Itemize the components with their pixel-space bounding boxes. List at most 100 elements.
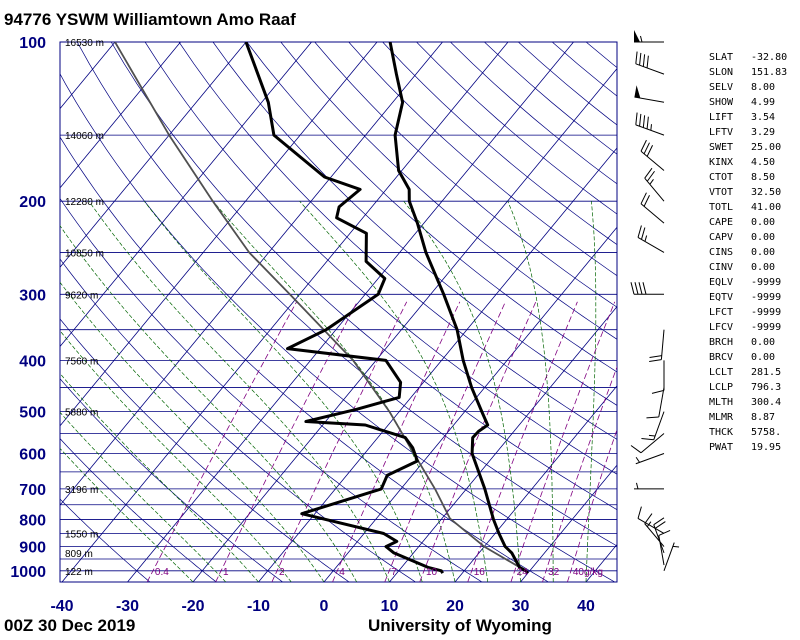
isotherm-line (192, 68, 617, 582)
mixing-ratio-label: 16 (474, 567, 486, 578)
index-row: VTOT 32.50 (709, 185, 787, 200)
wind-barb-staff (663, 542, 675, 571)
wind-barb-feather (643, 142, 650, 155)
moist-adiabat (60, 372, 259, 582)
wind-barb (646, 387, 665, 419)
wind-barb-pennant (634, 30, 640, 42)
temperature-tick-label: -10 (247, 598, 270, 615)
pressure-tick-label: 700 (19, 482, 46, 499)
index-row: EQLV -9999 (709, 275, 787, 290)
index-value: 0.00 (751, 262, 776, 273)
stability-indices-table: SLAT -32.80 SLON 151.83 SELV 8.00 SHOW 4.99 LIFT… (709, 50, 787, 455)
index-name: BRCH (709, 337, 734, 348)
wind-barb-feather (637, 225, 642, 238)
index-row: LCLP 796.3 (709, 380, 787, 395)
wind-barb-staff (660, 329, 665, 360)
wind-barb-half-feather (635, 456, 640, 463)
dry-adiabat (60, 258, 416, 582)
dry-adiabat (60, 438, 217, 582)
mixing-ratio-line (384, 301, 506, 582)
wind-barb-feather (646, 416, 659, 419)
index-name: KINX (709, 157, 734, 168)
wind-barb-staff (653, 411, 665, 440)
index-row: LFCV -9999 (709, 320, 787, 335)
mixing-ratio-label: 10 (426, 567, 438, 578)
pressure-tick-label: 300 (19, 287, 46, 304)
index-value: 0.00 (751, 217, 776, 228)
index-value: 4.50 (751, 157, 776, 168)
index-value: 19.95 (751, 442, 782, 453)
index-name: MLMR (709, 412, 734, 423)
wind-barb-staff (640, 203, 665, 224)
wind-barb-feather (649, 355, 662, 359)
wind-barb-feather (642, 282, 647, 295)
index-row: LFTV 3.29 (709, 125, 787, 140)
pressure-tick-label: 400 (19, 353, 46, 370)
isotherm-line (389, 305, 617, 582)
isotherm-line (60, 42, 443, 506)
wind-barb (635, 453, 665, 465)
wind-barb-staff (640, 433, 665, 454)
wind-barb-feather (646, 116, 649, 130)
wind-barb-feather (637, 506, 642, 519)
dry-adiabat (246, 42, 617, 373)
temperature-tick-label: -40 (50, 598, 73, 615)
index-value: 300.4 (751, 397, 782, 408)
observation-time: 00Z 30 Dec 2019 (4, 616, 136, 635)
index-row: EQTV -9999 (709, 290, 787, 305)
dry-adiabat (60, 318, 350, 582)
index-value: -9999 (751, 292, 782, 303)
height-label: 14060 m (65, 131, 104, 142)
mixing-ratio-label: 24 (517, 567, 529, 578)
index-row: SLAT -32.80 (709, 50, 787, 65)
mixing-ratio-label: 40g/kg (573, 567, 603, 578)
index-row: SELV 8.00 (709, 80, 787, 95)
wind-barb (634, 30, 664, 43)
height-label: 809 m (65, 549, 93, 560)
pressure-tick-label: 1000 (10, 564, 46, 581)
wind-barb (663, 542, 680, 571)
wind-barb-staff (637, 236, 665, 253)
index-value: 281.5 (751, 367, 782, 378)
index-value: 0.00 (751, 232, 776, 243)
index-value: -9999 (751, 307, 782, 318)
temperature-tick-label: -20 (181, 598, 204, 615)
index-row: LFCT -9999 (709, 305, 787, 320)
wind-barb-feather (658, 529, 671, 536)
wind-barb (649, 329, 665, 363)
index-value: -32.80 (751, 52, 788, 63)
index-value: 151.83 (751, 67, 788, 78)
wind-barb-pennant (634, 85, 641, 99)
moist-adiabat (585, 201, 597, 582)
wind-barb-staff (640, 150, 665, 171)
mixing-ratio-line (215, 301, 358, 582)
index-name: SLON (709, 67, 734, 78)
wind-barb-half-feather (644, 235, 648, 242)
index-name: THCK (709, 427, 734, 438)
index-name: PWAT (709, 442, 734, 453)
index-name: LCLT (709, 367, 734, 378)
mixing-ratio-line (510, 301, 616, 582)
index-name: LCLP (709, 382, 734, 393)
wind-barb-half-feather (646, 521, 652, 527)
wind-barb-feather (641, 227, 646, 240)
moist-adiabat (403, 200, 521, 582)
wind-barb-half-feather (636, 482, 639, 490)
dry-adiabat (76, 42, 617, 547)
sounding-profiles (114, 42, 530, 575)
isotherm-line (61, 42, 509, 582)
index-value: 3.54 (751, 112, 776, 123)
dry-adiabat (60, 378, 283, 582)
pressure-tick-label: 100 (19, 35, 46, 52)
wind-barbs (630, 30, 680, 571)
wind-barb-feather (646, 55, 649, 68)
height-label: 3196 m (65, 485, 98, 496)
moist-adiabat (144, 200, 423, 582)
temperature-tick-label: 30 (512, 598, 530, 615)
index-name: LFTV (709, 127, 734, 138)
dry-adiabat (144, 42, 617, 475)
index-row: SWET 25.00 (709, 140, 787, 155)
mixing-ratio-line (271, 301, 408, 582)
height-label: 122 m (65, 567, 93, 578)
index-row: KINX 4.50 (709, 155, 787, 170)
